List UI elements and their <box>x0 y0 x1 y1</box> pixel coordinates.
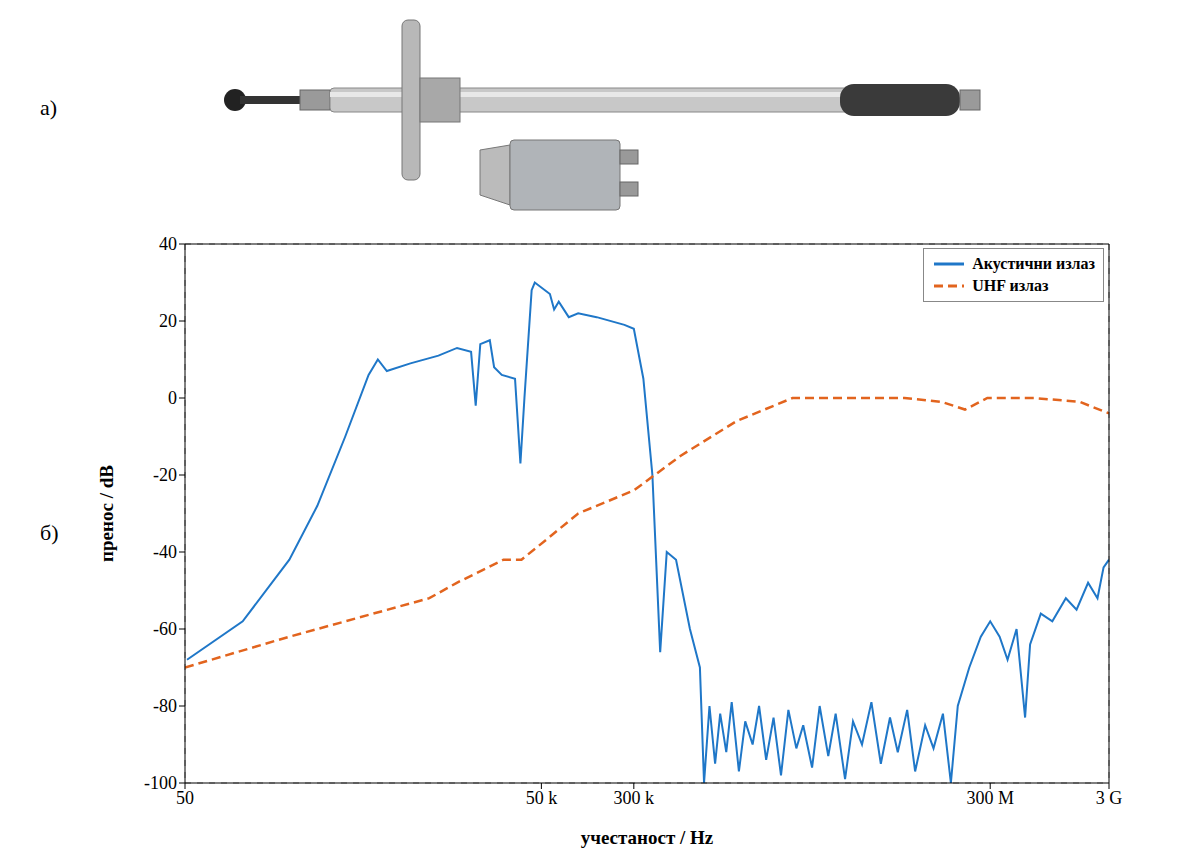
svg-text:-20: -20 <box>153 465 177 485</box>
svg-text:20: 20 <box>159 311 177 331</box>
svg-text:-60: -60 <box>153 619 177 639</box>
svg-text:-100: -100 <box>144 773 177 793</box>
svg-text:пренос / dB: пренос / dB <box>96 465 117 562</box>
svg-text:50: 50 <box>176 788 194 808</box>
html-text:UHF излаз: UHF излаз <box>972 277 1049 294</box>
svg-text:50 k: 50 k <box>526 788 558 808</box>
svg-text:40: 40 <box>159 234 177 254</box>
html-text:а): а) <box>40 95 58 120</box>
svg-text:0: 0 <box>168 388 177 408</box>
svg-text:-40: -40 <box>153 542 177 562</box>
html-text:б): б) <box>40 520 59 545</box>
svg-text:300 M: 300 M <box>966 788 1014 808</box>
svg-text:300 k: 300 k <box>614 788 655 808</box>
svg-text:учестаност / Hz: учестаност / Hz <box>581 827 714 848</box>
html-text:Акустични излаз: Акустични излаз <box>972 255 1095 272</box>
svg-text:3 G: 3 G <box>1096 788 1123 808</box>
svg-text:-80: -80 <box>153 696 177 716</box>
